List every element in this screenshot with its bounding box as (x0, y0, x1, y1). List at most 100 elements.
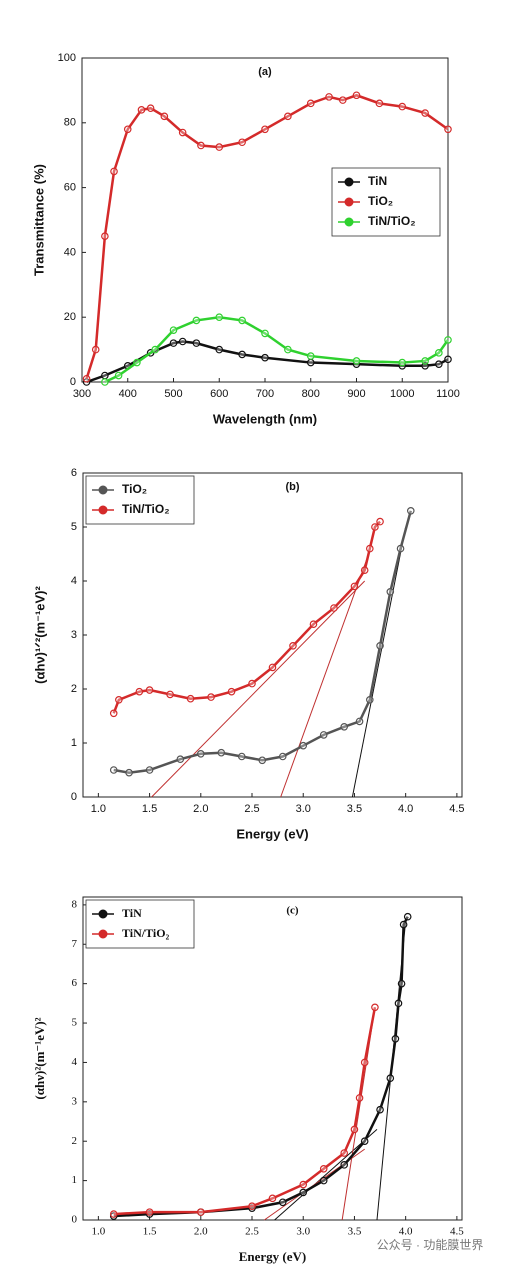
data-point (371, 523, 379, 531)
data-point (101, 232, 109, 241)
data-point (444, 125, 452, 134)
y-tick-label: 1 (72, 1174, 78, 1186)
x-tick-label: 1.0 (91, 803, 106, 815)
data-point (406, 506, 415, 515)
data-point (151, 345, 160, 354)
data-point (386, 1074, 395, 1082)
data-point (261, 353, 269, 362)
x-tick-label: 4.0 (398, 803, 413, 815)
x-tick-label: 1.5 (143, 1226, 157, 1238)
y-tick-label: 8 (72, 898, 78, 910)
data-point (101, 371, 109, 380)
data-point (101, 378, 109, 386)
data-point (145, 1208, 154, 1216)
data-point (394, 999, 403, 1008)
data-point (278, 752, 287, 761)
data-point (166, 690, 174, 699)
data-point (197, 141, 205, 150)
y-tick-label: 4 (71, 575, 77, 587)
y-tick-label: 0 (72, 1214, 78, 1226)
data-point (306, 358, 315, 367)
data-point (261, 125, 269, 134)
data-point (238, 138, 246, 147)
x-tick-label: 2.0 (194, 1226, 208, 1238)
legend-label: TiN/TiO₂ (368, 214, 416, 228)
data-point (217, 748, 226, 757)
x-tick-label: 3.0 (296, 1226, 310, 1238)
data-point (192, 316, 201, 325)
data-point (360, 566, 369, 575)
data-point (261, 329, 269, 338)
data-point (227, 687, 236, 696)
legend-label: TiN (368, 174, 387, 188)
legend-label: TiO₂ (122, 482, 147, 496)
data-point (352, 91, 361, 100)
data-point (215, 143, 224, 151)
data-point (421, 109, 429, 117)
y-tick-label: 0 (70, 376, 76, 388)
data-point (350, 1125, 359, 1134)
legend-label: TiO₂ (368, 194, 393, 208)
data-point (258, 756, 267, 765)
data-point (355, 717, 364, 726)
y-tick-label: 3 (71, 629, 77, 641)
x-axis-label: Wavelength (nm) (213, 411, 317, 426)
data-point (278, 1198, 287, 1207)
data-point (421, 357, 429, 365)
data-point (325, 93, 333, 101)
data-point (376, 641, 384, 650)
data-point (386, 587, 395, 596)
data-point (376, 517, 384, 526)
y-tick-label: 2 (71, 683, 77, 695)
y-tick-label: 5 (72, 1017, 78, 1029)
chart-title: (b) (285, 481, 299, 493)
data-point (192, 339, 201, 347)
data-point (238, 316, 246, 325)
legend-marker (344, 177, 354, 187)
legend-marker (98, 505, 108, 515)
legend-marker (98, 929, 108, 939)
data-point (207, 693, 215, 701)
data-point (299, 1180, 308, 1189)
series-line (112, 520, 381, 714)
data-point (178, 128, 187, 137)
data-point (366, 544, 374, 553)
y-tick-label: 20 (64, 311, 76, 323)
data-point (340, 1149, 349, 1157)
data-point (110, 167, 118, 176)
chart-title: (c) (286, 905, 299, 917)
data-point (215, 345, 224, 354)
data-point (91, 345, 100, 354)
data-point (284, 345, 292, 354)
data-point (109, 1210, 118, 1218)
x-axis-label: Energy (eV) (239, 1249, 307, 1264)
x-tick-label: 1.5 (142, 803, 157, 815)
y-axis-label: (αhν)²(m⁻¹eV)² (32, 1017, 47, 1099)
series-line (113, 1007, 377, 1216)
data-point (399, 920, 408, 929)
y-tick-label: 5 (71, 521, 77, 533)
data-point (123, 125, 132, 134)
data-point (114, 371, 123, 380)
data-point (268, 1194, 277, 1203)
legend-box (85, 899, 195, 949)
data-point (330, 604, 338, 612)
data-point (135, 687, 144, 696)
x-tick-label: 700 (256, 388, 274, 400)
legend-label: TiN (122, 906, 142, 920)
x-tick-label: 3.0 (296, 803, 311, 815)
data-point (125, 768, 133, 777)
legend-marker (98, 485, 108, 495)
data-point (396, 544, 405, 553)
y-tick-label: 2 (72, 1135, 78, 1147)
data-point (371, 1003, 379, 1012)
x-tick-label: 1100 (436, 388, 460, 400)
data-point (309, 620, 318, 629)
x-tick-label: 3.5 (347, 803, 362, 815)
data-point (109, 709, 118, 718)
x-tick-label: 3.5 (348, 1226, 362, 1238)
x-tick-label: 2.0 (193, 803, 208, 815)
plot-frame (82, 896, 463, 1221)
series-line (85, 93, 449, 380)
